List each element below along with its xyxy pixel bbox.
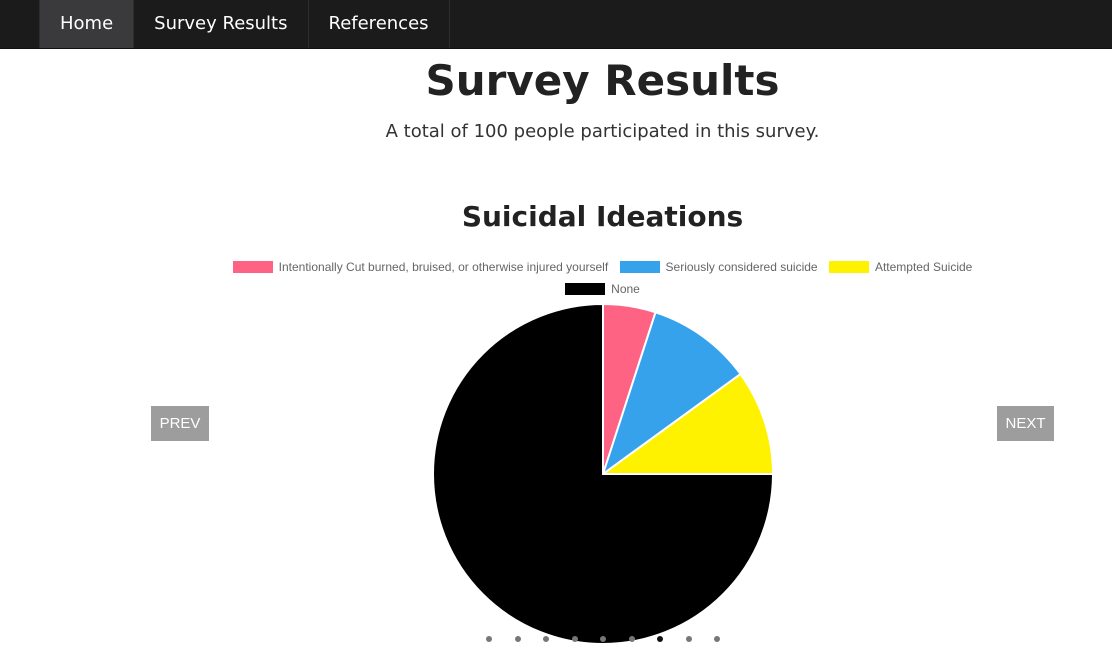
carousel-indicator[interactable] [486, 636, 492, 642]
legend-swatch [232, 261, 273, 273]
legend-item-none[interactable]: None [565, 278, 640, 300]
carousel-indicator[interactable] [600, 636, 606, 642]
carousel-indicator[interactable] [657, 636, 663, 642]
carousel-indicators [478, 636, 738, 646]
pie-slice-none[interactable] [432, 303, 774, 645]
carousel-indicator[interactable] [514, 636, 521, 642]
legend-swatch [828, 261, 869, 273]
legend-label: None [611, 282, 640, 296]
legend-item-attempted[interactable]: Attempted Suicide [828, 256, 973, 278]
legend-swatch [619, 261, 660, 273]
chart-title: Suicidal Ideations [461, 200, 744, 233]
next-button[interactable]: NEXT [997, 406, 1054, 441]
carousel-indicator[interactable] [571, 636, 578, 642]
chart-legend: Intentionally Cut burned, bruised, or ot… [180, 256, 1025, 300]
legend-swatch [565, 283, 606, 295]
legend-label: Attempted Suicide [874, 260, 973, 274]
pie-chart [432, 303, 774, 645]
legend-label: Seriously considered suicide [665, 260, 818, 274]
nav-home[interactable]: Home [39, 0, 135, 48]
pie-slice-considered[interactable] [601, 311, 742, 477]
nav-survey-results[interactable]: Survey Results [134, 0, 309, 48]
carousel-indicator[interactable] [714, 636, 720, 642]
carousel-indicator[interactable] [543, 636, 549, 642]
navbar: Home Survey Results References [0, 0, 1112, 49]
legend-item-cut[interactable]: Intentionally Cut burned, bruised, or ot… [232, 256, 609, 278]
carousel-indicator[interactable] [685, 636, 692, 642]
page-subtitle: A total of 100 people participated in th… [385, 121, 820, 142]
prev-button[interactable]: PREV [151, 406, 209, 441]
legend-label: Intentionally Cut burned, bruised, or ot… [278, 260, 609, 274]
legend-item-considered[interactable]: Seriously considered suicide [619, 256, 818, 278]
carousel-indicator[interactable] [628, 636, 635, 642]
page-title: Survey Results [425, 56, 780, 105]
pie-slice-attempted[interactable] [599, 372, 774, 475]
nav-references[interactable]: References [309, 0, 450, 48]
